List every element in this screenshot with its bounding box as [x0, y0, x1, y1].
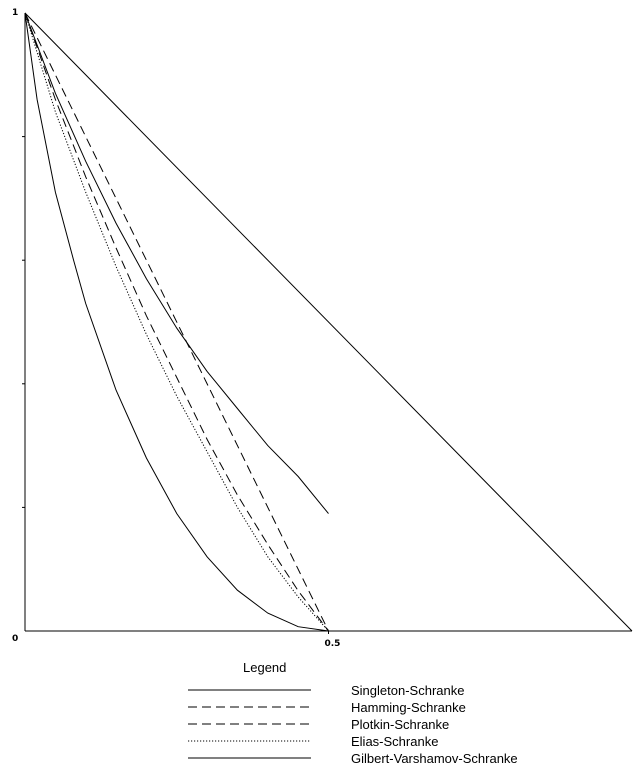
series-line-hamming-schranke	[24, 12, 329, 632]
legend: Legend Singleton-Schranke Hamming-Schrank…	[188, 660, 518, 766]
legend-entry-label: Hamming-Schranke	[351, 700, 466, 715]
x-tick-label: 0.5	[325, 639, 341, 649]
series-line-unnamed-curve	[24, 12, 329, 514]
ticks: 010.5	[12, 8, 340, 649]
series-line-singleton-schranke	[24, 12, 633, 632]
series-line-plotkin-schranke	[24, 12, 329, 632]
series-group	[24, 12, 633, 632]
legend-entry-label: Singleton-Schranke	[351, 683, 464, 698]
legend-entry-label: Gilbert-Varshamov-Schranke	[351, 751, 518, 766]
y-tick-label: 1	[12, 8, 18, 18]
legend-entry-label: Plotkin-Schranke	[351, 717, 449, 732]
legend-title: Legend	[243, 660, 286, 675]
y-tick-label: 0	[12, 634, 18, 644]
series-line-gilbert-varshamov-schranke	[24, 12, 329, 632]
legend-entry-label: Elias-Schranke	[351, 734, 438, 749]
